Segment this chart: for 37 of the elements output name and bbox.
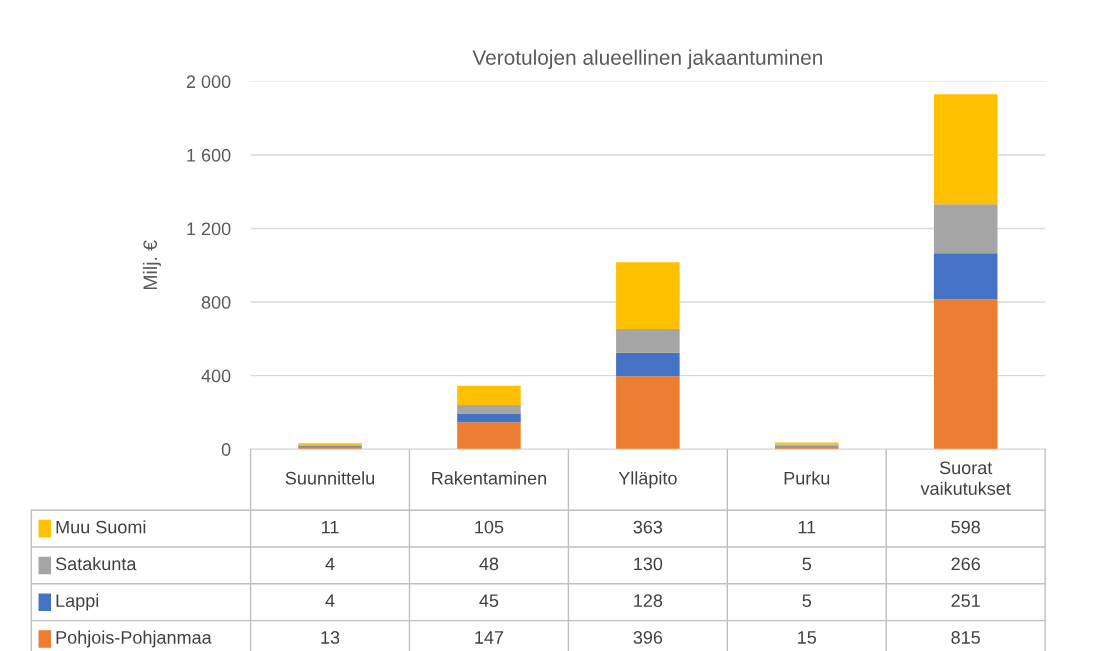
data-label: 130: [634, 557, 663, 571]
data-label: 11: [798, 520, 816, 534]
legend-label: Satakunta: [55, 557, 137, 571]
y-tick-label: 0: [221, 443, 231, 456]
data-label: 266: [951, 557, 980, 571]
x-tick-label: Purku: [784, 471, 830, 485]
data-label: 4: [325, 594, 335, 607]
legend-label: Muu Suomi: [56, 520, 146, 534]
data-label: 4: [325, 557, 335, 571]
chart-title: Verotulojen alueellinen jakaantuminen: [472, 49, 822, 70]
data-label: 5: [802, 557, 812, 571]
data-label: 396: [633, 631, 663, 644]
data-label: 598: [951, 520, 980, 534]
y-tick-label: 400: [201, 369, 231, 383]
legend-label: Lappi: [56, 593, 99, 611]
y-tick-label: 1 200: [187, 222, 231, 236]
y-tick-label: 2 000: [186, 75, 231, 89]
data-label: 815: [951, 631, 980, 644]
data-label: 5: [802, 594, 812, 608]
data-label: 48: [479, 557, 499, 571]
y-tick-label: 1 600: [187, 148, 231, 162]
data-label: 105: [475, 520, 504, 534]
data-label: 15: [798, 631, 817, 644]
data-label: 147: [475, 631, 504, 644]
x-tick-label: Rakentaminen: [432, 471, 546, 485]
data-label: 251: [951, 594, 980, 608]
data-label: 128: [634, 594, 663, 608]
data-label: 363: [633, 520, 663, 534]
x-tick-label: Ylläpito: [618, 471, 677, 489]
data-label: 45: [479, 594, 499, 608]
legend-label: Pohjois-Pohjanmaa: [56, 630, 212, 648]
y-axis-title: Milj. €: [142, 240, 161, 290]
x-tick-label: Suunnittelu: [285, 471, 375, 485]
data-label: 11: [322, 520, 339, 534]
y-tick-label: 800: [201, 296, 231, 309]
data-label: 13: [321, 631, 340, 644]
x-tick-label: Suorat vaikutukset: [920, 461, 1011, 495]
